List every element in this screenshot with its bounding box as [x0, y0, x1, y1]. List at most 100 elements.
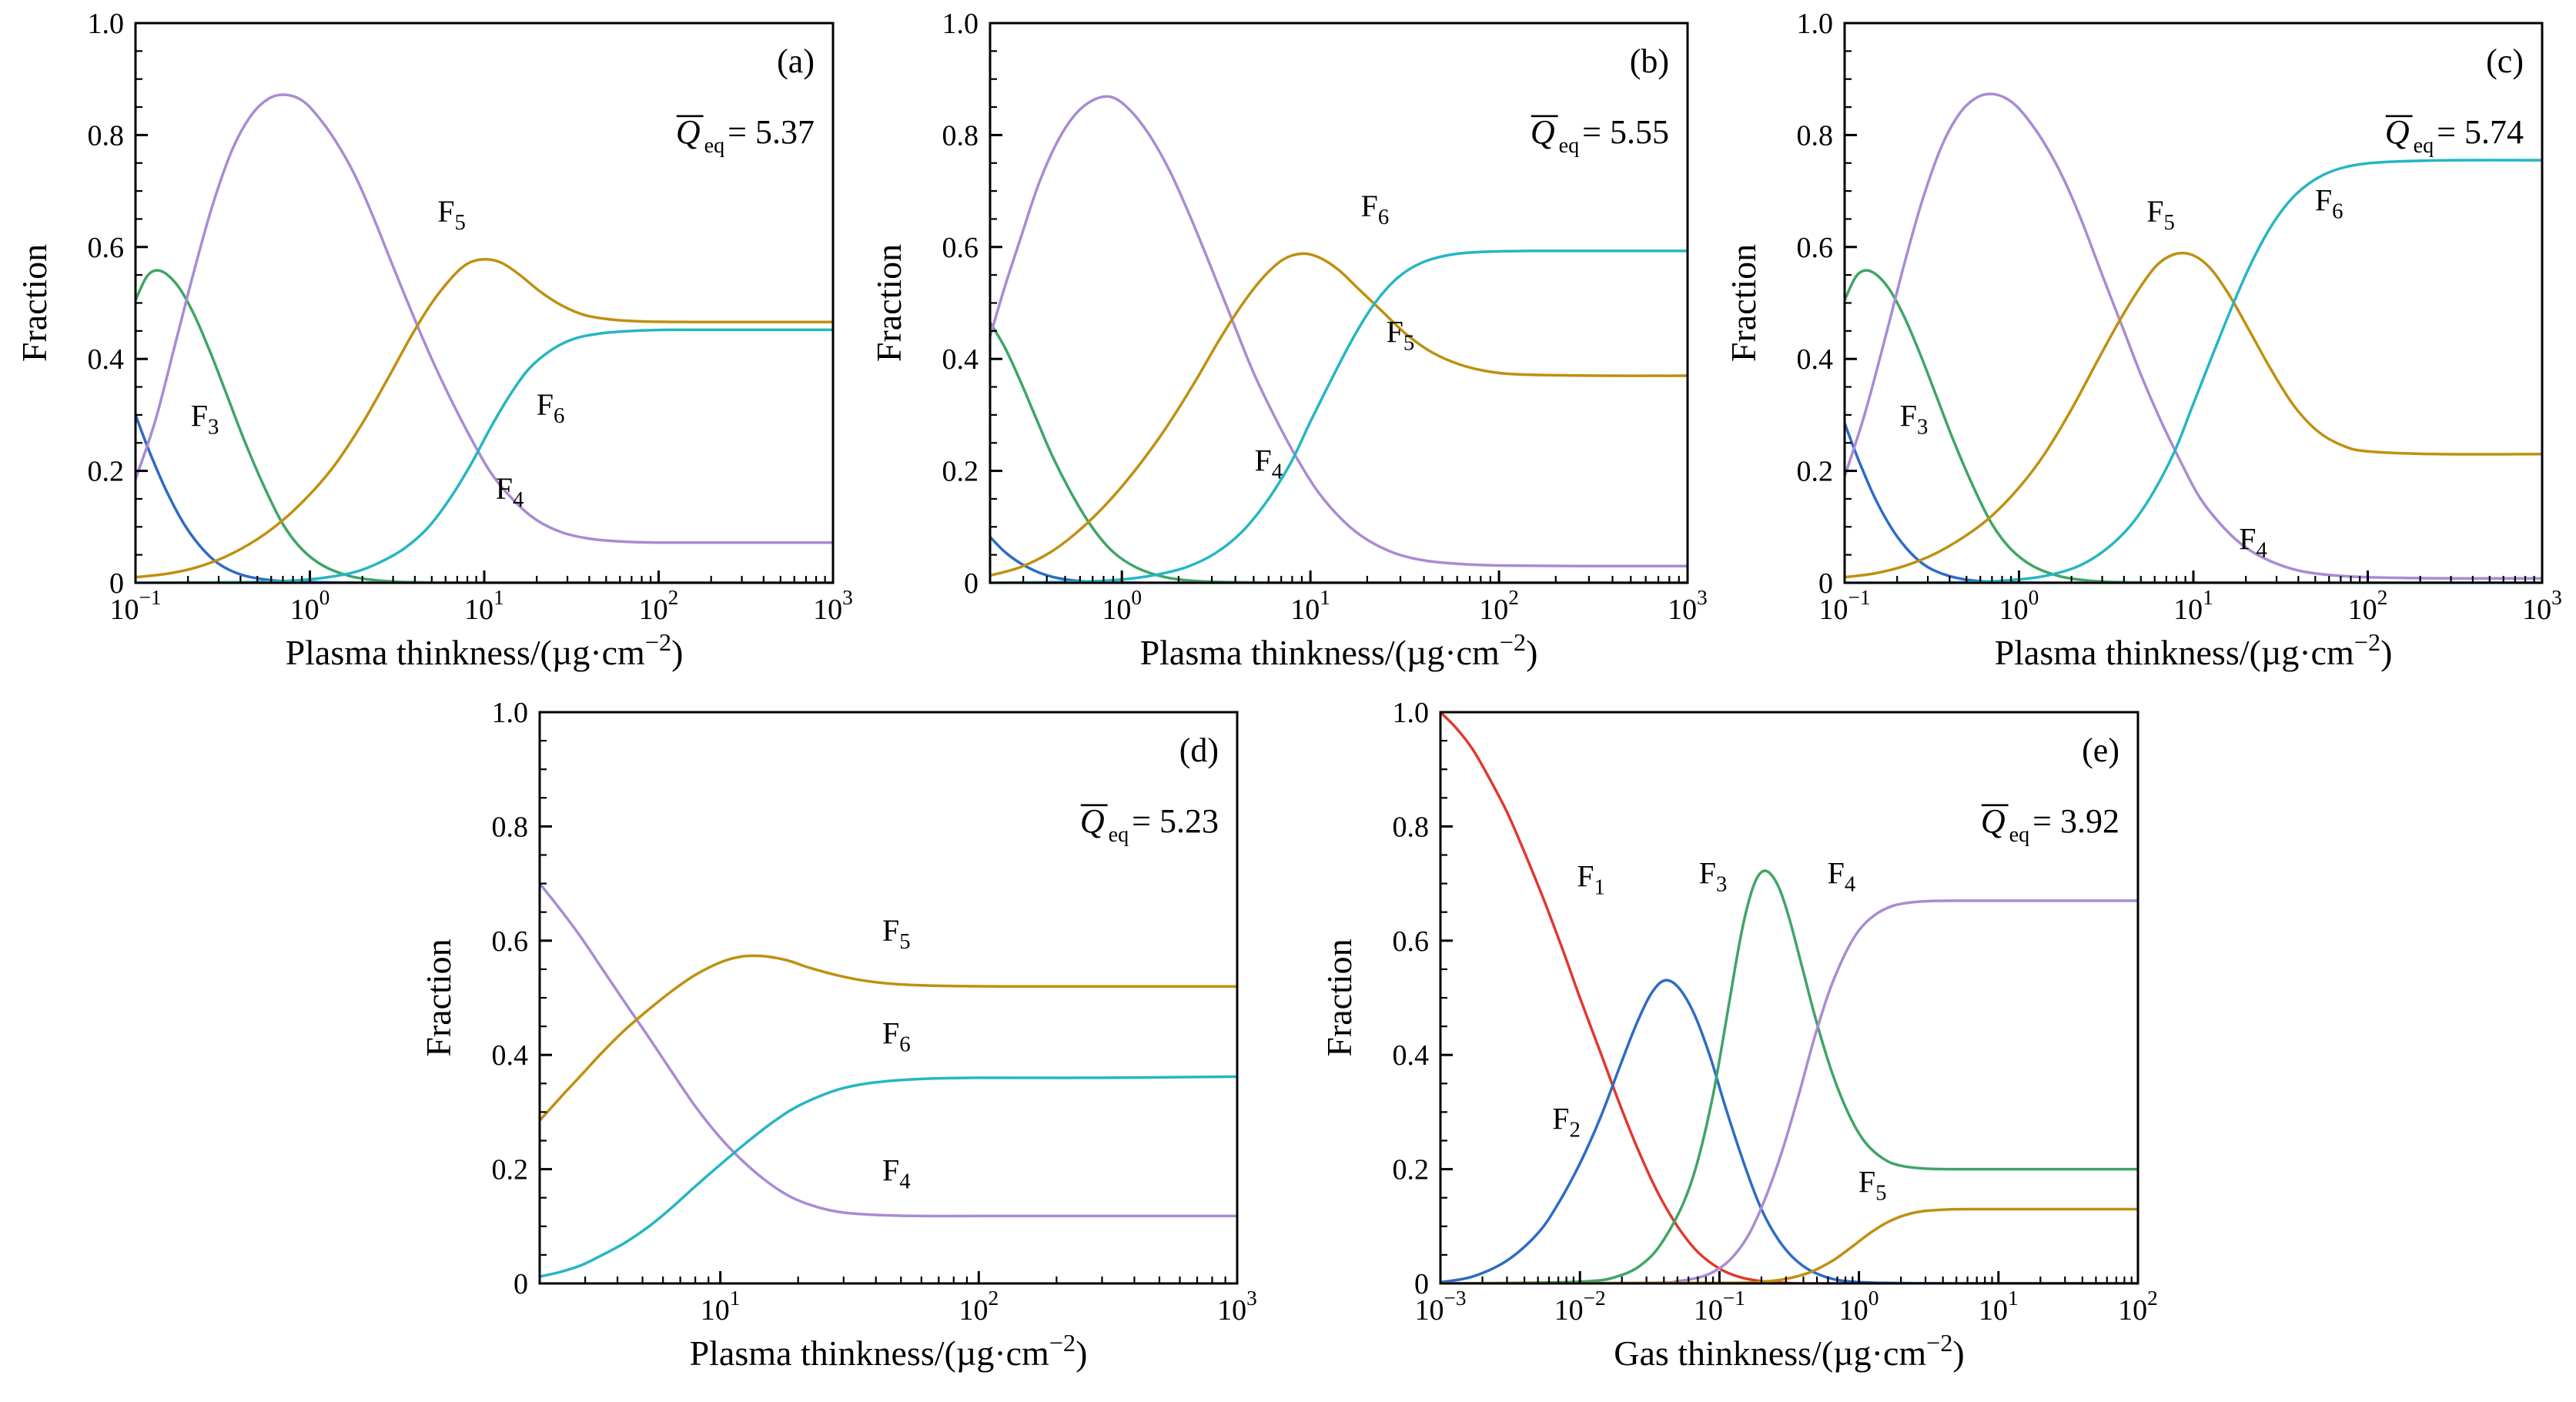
curves — [540, 882, 1237, 1278]
curve-F3 — [990, 321, 1688, 583]
y-tick-label: 0.4 — [1797, 343, 1834, 376]
x-tick-label: 100 — [1839, 1287, 1879, 1327]
qeq-subscript: eq — [2414, 134, 2434, 158]
bottom-row: 101 102 103 0 0.2 0.4 0.6 0.8 1.0 Fraction Plasma … — [410, 689, 2166, 1390]
qeq-value: = 5.74 — [2437, 113, 2524, 151]
y-tick-label: 0.2 — [492, 1154, 529, 1186]
curve-label-F6: F6 — [537, 387, 565, 428]
curves — [1440, 712, 2138, 1283]
x-axis-label: Gas thinkness/(µg·cm−2) — [1614, 1329, 1965, 1373]
curve-F2 — [1845, 422, 2542, 583]
panel-letter: (c) — [2486, 42, 2524, 80]
y-tick-label: 0.6 — [492, 925, 529, 958]
curve-F3 — [1845, 269, 2542, 583]
y-tick-label: 1.0 — [942, 8, 979, 40]
panel-b: 100 101 102 103 0 0.2 0.4 0.6 0.8 1.0 Fraction Plas… — [861, 0, 1715, 689]
curve-label-F3: F3 — [1699, 856, 1728, 897]
y-tick-label: 0.4 — [942, 343, 979, 376]
curve-F2 — [990, 535, 1688, 583]
chart-svg-e: 10−3 10−2 10−1 100 101 10200.20.40.60.81.0Fra… — [1320, 697, 2158, 1373]
panel-d: 101 102 103 0 0.2 0.4 0.6 0.8 1.0 Fraction Plasma … — [410, 689, 1265, 1390]
qeq-value: = 3.92 — [2032, 802, 2119, 840]
y-tick-label: 1.0 — [1797, 8, 1834, 40]
y-tick-label: 0.8 — [1393, 811, 1430, 843]
qeq-value: = 5.55 — [1582, 113, 1669, 151]
curve-label-F1: F1 — [1577, 858, 1605, 899]
curve-label-F5: F5 — [437, 194, 466, 235]
curve-label-F4: F4 — [882, 1153, 911, 1193]
curve-F5 — [990, 252, 1688, 577]
y-tick-label: 0.8 — [942, 119, 979, 152]
y-axis: 0 0.2 0.4 0.6 0.8 1.0 — [492, 697, 552, 1300]
x-tick-label: 100 — [1999, 586, 2039, 626]
y-axis-label: Fraction — [419, 939, 458, 1056]
panel-letter: (b) — [1630, 42, 1669, 80]
curves — [135, 93, 833, 583]
y-tick-label: 0.6 — [88, 232, 125, 264]
curve-F6 — [540, 1075, 1237, 1278]
curve-F6 — [135, 328, 833, 583]
panel-letter: (e) — [2082, 731, 2119, 769]
curve-F5 — [540, 954, 1237, 1123]
x-axis: 10−1 100 101 102 103 — [1818, 571, 2562, 626]
chart-svg-a: 10−1 100 101 102 10300.20.40.60.81.0Fraction… — [15, 8, 853, 672]
plot-frame — [538, 711, 1239, 1285]
panel-e: 10−3 10−2 10−1 100 101 102 0 0.2 0.4 0.6 0.8 1.0 Fra… — [1311, 689, 2166, 1390]
qeq-symbol: Q — [2385, 113, 2410, 151]
panel-a: 10−1 100 101 102 103 0 0.2 0.4 0.6 0.8 1.0 Fraction… — [6, 0, 861, 689]
y-tick-label: 0.8 — [492, 811, 529, 843]
curve-label-F2: F2 — [1552, 1102, 1581, 1143]
x-axis: 10−1 100 101 102 103 — [109, 571, 853, 626]
qeq-symbol: Q — [676, 113, 701, 151]
panel-letter: (a) — [777, 42, 815, 80]
qeq-symbol: Q — [1981, 802, 2006, 840]
y-tick-label: 0.8 — [88, 119, 125, 152]
y-tick-label: 0.2 — [942, 456, 979, 488]
y-tick-label: 0.2 — [1797, 456, 1834, 488]
curve-label-F6: F6 — [1361, 189, 1390, 229]
panel-letter: (d) — [1179, 731, 1219, 769]
curve-F1 — [1440, 712, 2138, 1283]
x-axis-label: Plasma thinkness/(µg·cm−2) — [1995, 628, 2393, 672]
curve-label-F4: F4 — [1254, 443, 1283, 484]
curve-F4 — [1440, 899, 2138, 1283]
curve-label-F5: F5 — [1858, 1164, 1887, 1205]
qeq-value: = 5.37 — [728, 113, 815, 151]
qeq-subscript: eq — [704, 134, 725, 158]
qeq-symbol: Q — [1531, 113, 1555, 151]
chart-svg-c: 10−1 100 101 102 10300.20.40.60.81.0Fraction… — [1724, 8, 2562, 672]
curve-F6 — [990, 249, 1688, 583]
y-tick-label: 1.0 — [88, 8, 125, 40]
y-tick-label: 0 — [1414, 1268, 1429, 1300]
y-axis-label: Fraction — [1320, 939, 1359, 1056]
y-tick-label: 0.4 — [1393, 1039, 1430, 1072]
x-tick-label: 102 — [2348, 586, 2388, 626]
y-tick-label: 0 — [1818, 567, 1833, 600]
curve-label-F3: F3 — [191, 398, 219, 439]
plot-frame — [989, 22, 1689, 584]
x-axis-label: Plasma thinkness/(µg·cm−2) — [286, 628, 684, 672]
y-tick-label: 0 — [514, 1268, 528, 1300]
curve-F6 — [1845, 159, 2542, 583]
curves — [990, 95, 1688, 583]
y-tick-label: 0 — [109, 567, 124, 600]
curve-label-F3: F3 — [1900, 398, 1929, 439]
curve-F4 — [990, 95, 1688, 567]
curve-F4 — [540, 882, 1237, 1218]
x-tick-label: 101 — [1979, 1287, 2019, 1327]
y-tick-label: 0.4 — [492, 1039, 529, 1072]
curve-label-F4: F4 — [2239, 521, 2267, 562]
x-tick-label: 102 — [639, 586, 679, 626]
x-tick-label: 101 — [1290, 586, 1330, 626]
y-tick-label: 0.6 — [1797, 232, 1834, 264]
y-axis: 0 0.2 0.4 0.6 0.8 1.0 — [942, 8, 1002, 600]
x-tick-label: 102 — [2118, 1287, 2158, 1327]
curve-label-F5: F5 — [882, 913, 911, 954]
y-axis: 0 0.2 0.4 0.6 0.8 1.0 — [88, 8, 148, 600]
curve-F3 — [1440, 869, 2138, 1283]
y-axis: 0 0.2 0.4 0.6 0.8 1.0 — [1393, 697, 1453, 1300]
